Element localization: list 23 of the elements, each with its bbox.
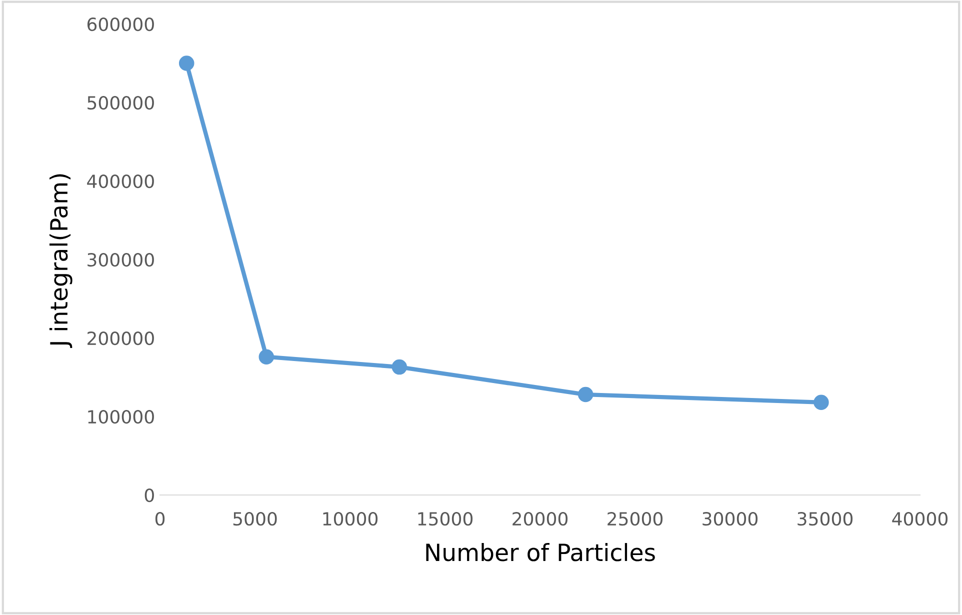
x-tick-label: 10000 [323, 512, 378, 526]
y-tick-label: 0 [144, 488, 154, 502]
point [258, 349, 274, 364]
point [392, 359, 408, 375]
y-tick-label: 200000 [88, 331, 154, 346]
y-tick-label: 100000 [88, 410, 154, 424]
y-tick-label: 400000 [87, 174, 154, 188]
x-tick-label: 0 [155, 512, 165, 526]
x-axis-title: Number of Particles [426, 543, 655, 562]
x-tick-label: 40000 [892, 512, 948, 526]
point [578, 386, 594, 402]
x-tick-label: 35000 [798, 512, 853, 526]
y-axis-title: J integral(Pam) [49, 174, 72, 348]
x-tick-label: 30000 [702, 512, 758, 526]
x-tick-label: 25000 [608, 512, 663, 526]
x-tick-label: 20000 [512, 512, 568, 526]
y-tick-label: 500000 [88, 96, 154, 110]
x-tick-label: 5000 [233, 512, 277, 526]
x-tick-label: 15000 [418, 512, 473, 526]
y-tick-label: 600000 [87, 17, 154, 32]
point [814, 394, 829, 410]
point [178, 56, 194, 71]
y-tick-label: 300000 [88, 252, 154, 267]
